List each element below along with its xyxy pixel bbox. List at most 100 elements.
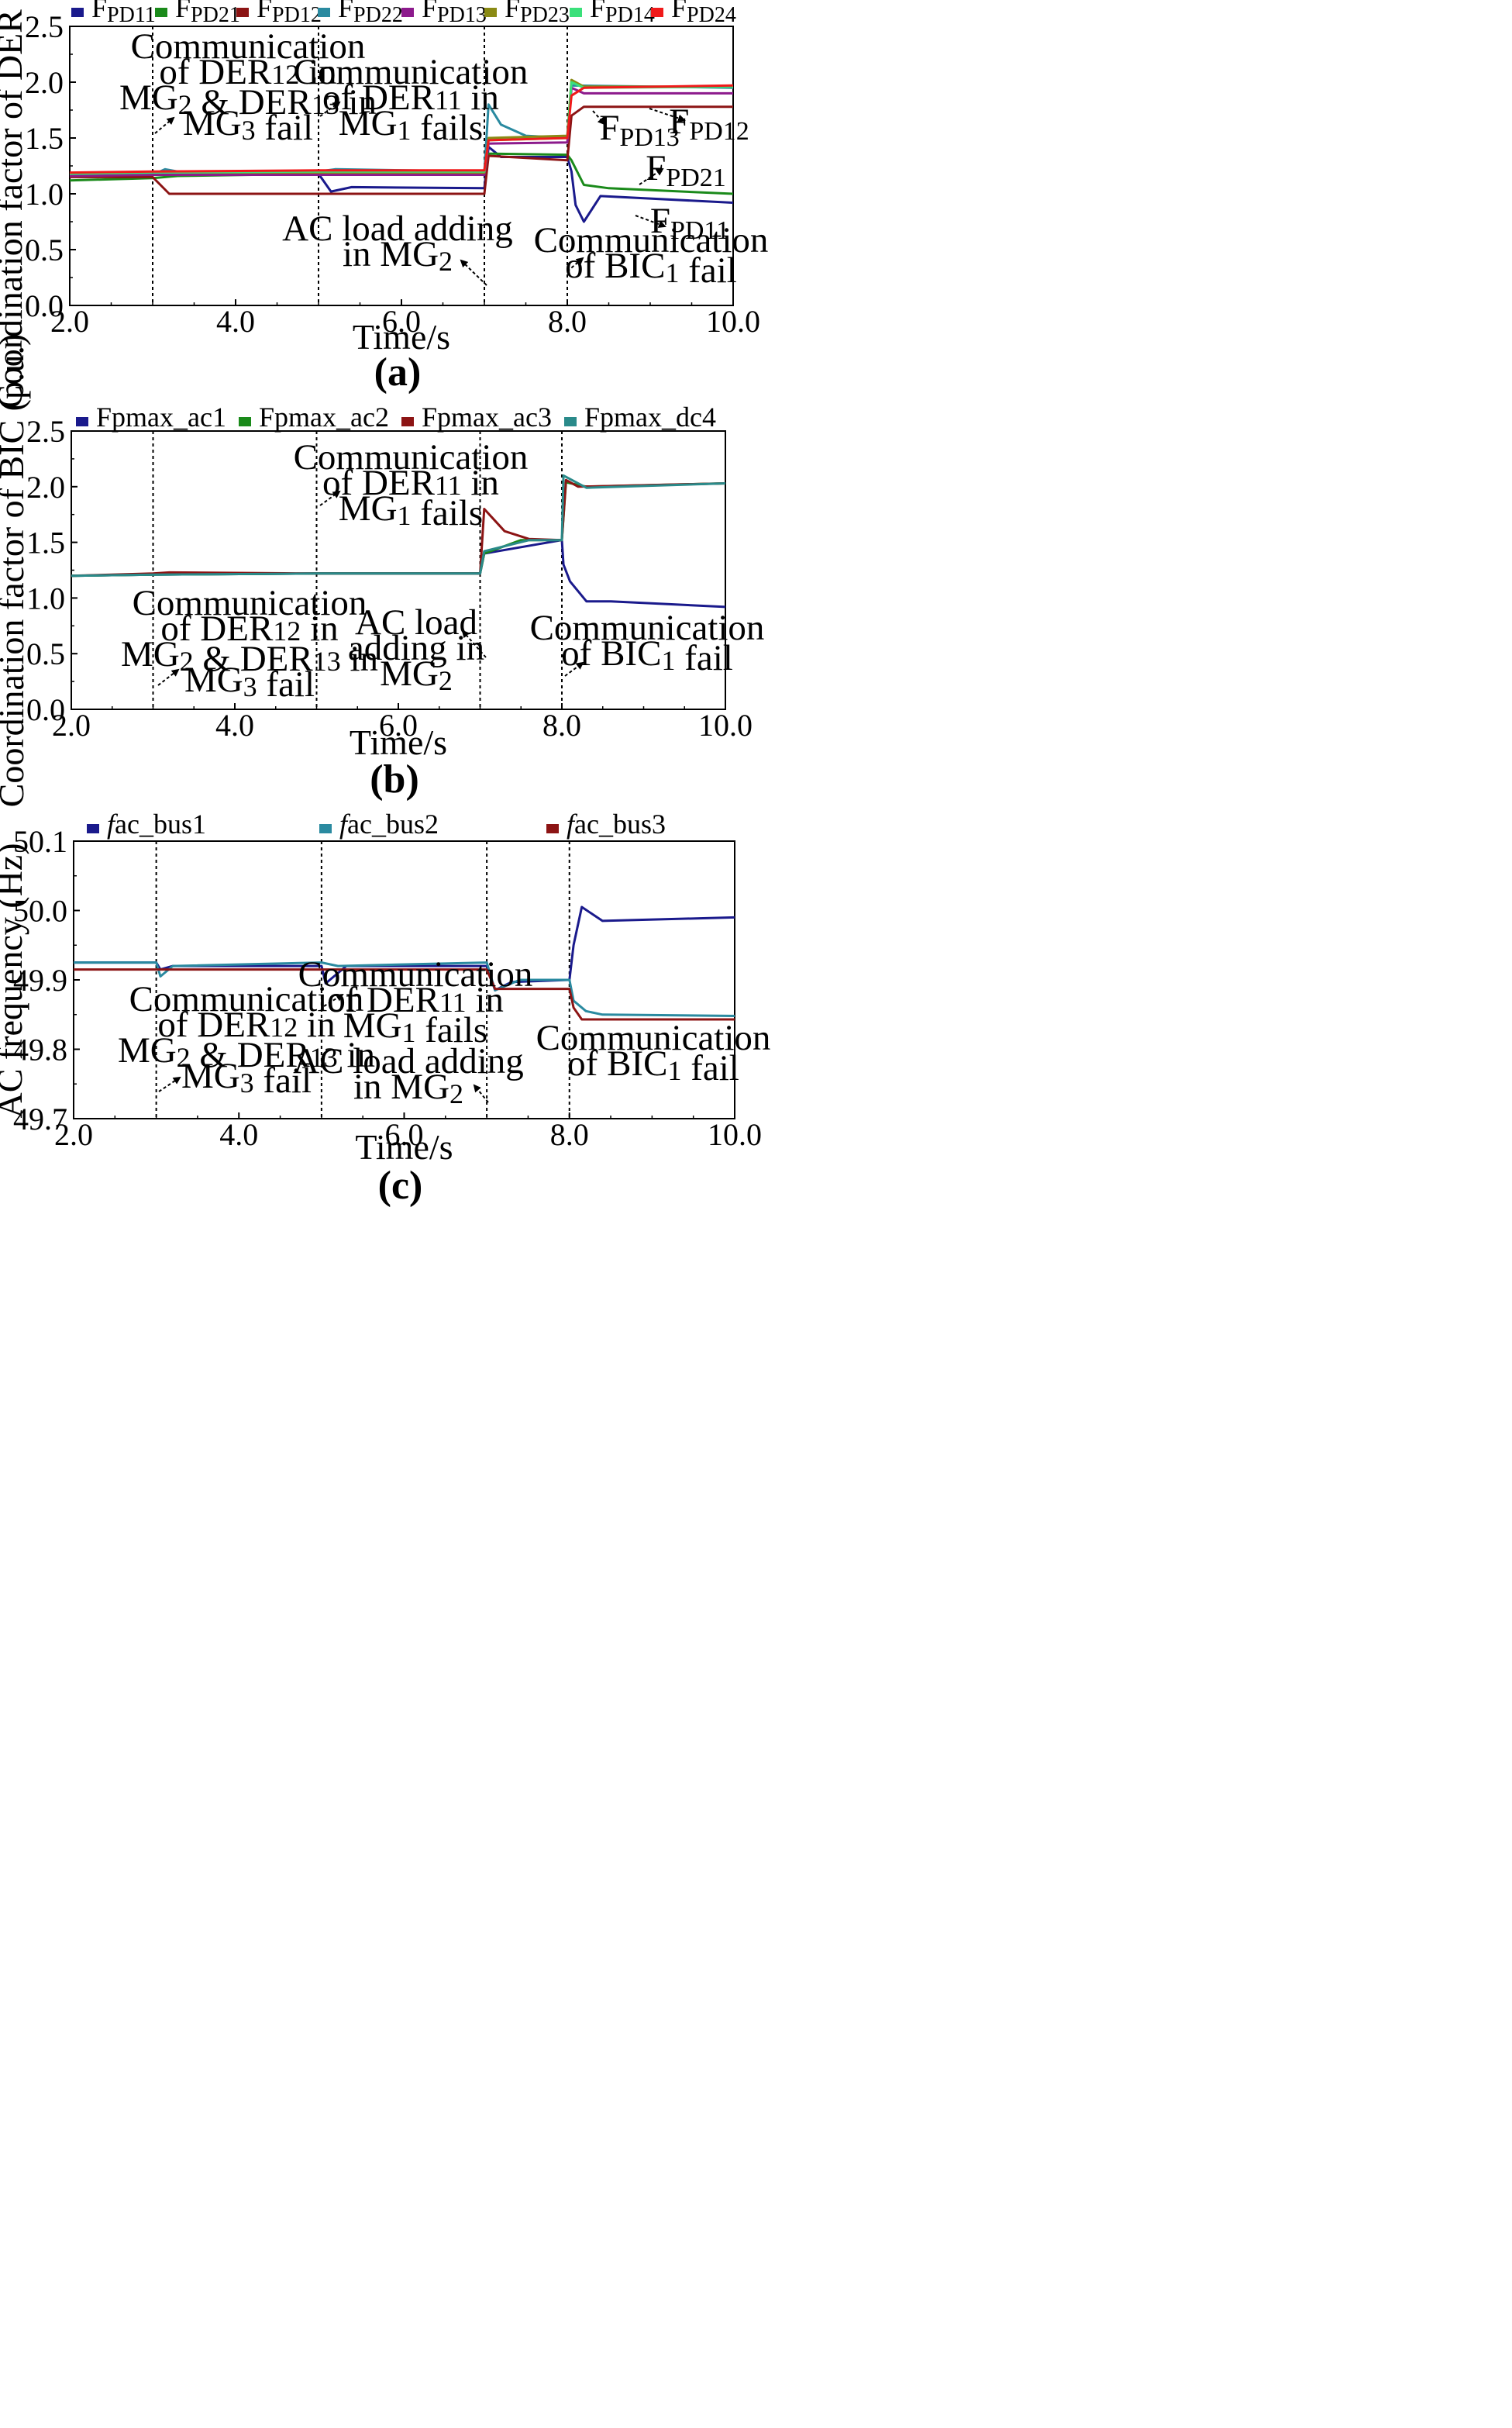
annotation-arrow — [639, 167, 664, 185]
y-tick-label: 2.0 — [25, 65, 64, 100]
x-tick-label: 8.0 — [548, 304, 587, 339]
legend-swatch-fac_bus3 — [546, 824, 559, 833]
y-tick-label: 2.5 — [25, 9, 64, 44]
annotation-arrow — [157, 668, 180, 686]
panel-label: (a) — [374, 350, 422, 395]
legend-swatch-FPD23 — [484, 8, 497, 17]
x-tick-label: 4.0 — [219, 1117, 258, 1152]
x-tick-label: 4.0 — [216, 304, 255, 339]
x-tick-label: 8.0 — [542, 708, 581, 743]
x-tick-label: 4.0 — [215, 708, 254, 743]
annotation-text: of BIC1 fail — [567, 1043, 739, 1088]
annotation-arrow — [473, 1084, 489, 1103]
annotation-text: AC load adding — [293, 1041, 524, 1081]
y-tick-label: 1.5 — [25, 121, 64, 156]
y-tick-label: 0.5 — [25, 233, 64, 267]
legend-label-Fpmax_ac2: Fpmax_ac2 — [259, 402, 389, 433]
legend-label-Fpmax_ac1: Fpmax_ac1 — [96, 402, 226, 433]
annotation-text: MG1 fails — [339, 103, 483, 148]
annotation-arrow — [461, 629, 487, 658]
annotation-arrow — [564, 661, 584, 677]
y-tick-label: 49.7 — [13, 1102, 67, 1136]
annotation-arrow — [154, 116, 175, 134]
annotation-text: FPD12 — [669, 102, 749, 146]
annotation-text: MG1 fails — [339, 488, 483, 533]
chart-panel-c: 2.0 4.0 6.0 8.0 10.0 49.7 49.8 49.9 50.0 50.1 Time… — [0, 809, 770, 1208]
annotation-text: in MG2 — [353, 1067, 463, 1109]
annotation-text: MG2 — [380, 654, 453, 696]
series-line-FPD11 — [70, 146, 734, 223]
series-line-FPD24 — [69, 84, 734, 174]
annotation-arrow — [649, 108, 686, 122]
legend-swatch-FPD24 — [651, 8, 663, 17]
annotation-arrow — [319, 101, 341, 117]
annotation-text: Communication — [294, 437, 529, 478]
legend-swatch-Fpmax_dc4 — [564, 417, 577, 426]
legend-swatch-FPD22 — [318, 8, 330, 17]
annotation-text: MG3 fail — [183, 103, 313, 148]
annotation-text: MG1 fails — [343, 1005, 487, 1050]
annotation-text: of BIC1 fail — [561, 633, 733, 678]
legend-swatch-FPD12 — [236, 8, 249, 17]
chart-panel-b: 2.0 4.0 6.0 8.0 10.0 0.0 0.5 1.0 1.5 2.0 2.5 Time/s… — [0, 334, 764, 808]
annotation-text: in MG2 — [343, 234, 453, 277]
legend-swatch-Fpmax_ac3 — [401, 417, 414, 426]
legend-swatch-FPD13 — [401, 8, 414, 17]
annotation-arrow — [460, 259, 487, 286]
x-tick-label: 2.0 — [52, 708, 91, 743]
x-axis-label: Time/s — [353, 317, 450, 357]
annotation-text: of DER12 in — [157, 1005, 335, 1045]
series-line-FPD21 — [69, 152, 734, 195]
y-axis-label: Coordination factor of DER (p.u.) — [0, 0, 29, 409]
annotation-text: MG3 fail — [184, 660, 315, 705]
legend-label-Fpmax_ac3: Fpmax_ac3 — [422, 402, 552, 433]
annotation-text: of DER11 in — [322, 78, 499, 118]
legend-swatch-Fpmax_ac2 — [239, 417, 251, 426]
annotation-text: Communication — [536, 1018, 771, 1058]
x-tick-label: 6.0 — [379, 708, 418, 743]
chart-panel-a: 2.0 4.0 6.0 8.0 10.0 0.0 0.5 1.0 1.5 2.0 2.5 Time/s… — [0, 0, 768, 409]
panel-label: (c) — [378, 1164, 423, 1208]
legend-swatch-FPD21 — [155, 8, 167, 17]
y-tick-label: 49.9 — [13, 963, 67, 998]
annotation-text: FPD11 — [650, 201, 729, 245]
y-tick-label: 50.1 — [13, 824, 67, 859]
y-tick-label: 49.8 — [13, 1033, 67, 1067]
y-tick-label: 2.5 — [26, 414, 65, 449]
annotation-arrow — [158, 1076, 181, 1092]
annotation-text: FPD13 — [599, 108, 680, 152]
annotation-text: of DER11 in — [322, 463, 499, 503]
x-axis-label: Time/s — [350, 723, 447, 762]
y-tick-label: 50.0 — [13, 894, 67, 929]
legend-label-fac_bus3: fac_bus3 — [567, 809, 666, 840]
x-tick-label: 10.0 — [698, 708, 753, 743]
x-tick-label: 6.0 — [382, 304, 421, 339]
y-axis-label: Coordination factor of BIC (p.u.) — [0, 334, 31, 808]
annotation-text: Communication — [294, 52, 529, 92]
annotation-text: of DER12 in — [159, 52, 336, 92]
annotation-arrow — [592, 110, 606, 126]
annotation-text: AC load — [355, 602, 477, 643]
legend-swatch-fac_bus1 — [87, 824, 99, 833]
y-tick-label: 1.0 — [26, 581, 65, 616]
annotation-text: Communication — [534, 220, 769, 260]
annotation-text: MG3 fail — [181, 1056, 312, 1101]
legend-label-Fpmax_dc4: Fpmax_dc4 — [584, 402, 716, 433]
annotation-text: Communication — [530, 608, 765, 648]
annotation-arrow — [319, 490, 341, 506]
legend-label-FPD23: FPD23 — [505, 0, 570, 27]
y-tick-label: 0.5 — [26, 636, 65, 671]
annotation-text: Communication — [133, 583, 367, 623]
legend-label-FPD21: FPD21 — [175, 0, 240, 27]
annotation-text: Communication — [131, 26, 366, 67]
annotation-text: MG2 & DER13 in — [121, 634, 378, 679]
annotation-text: of DER12 in — [160, 609, 338, 649]
legend-label-fac_bus1: fac_bus1 — [107, 809, 206, 840]
annotation-text: FPD21 — [646, 148, 726, 192]
series-line-FPD12 — [70, 105, 733, 195]
legend-label-FPD13: FPD13 — [422, 0, 487, 27]
annotation-text: MG2 & DER13 in — [118, 1030, 375, 1075]
legend-label-FPD22: FPD22 — [338, 0, 403, 27]
annotation-text: Communication — [298, 954, 533, 995]
